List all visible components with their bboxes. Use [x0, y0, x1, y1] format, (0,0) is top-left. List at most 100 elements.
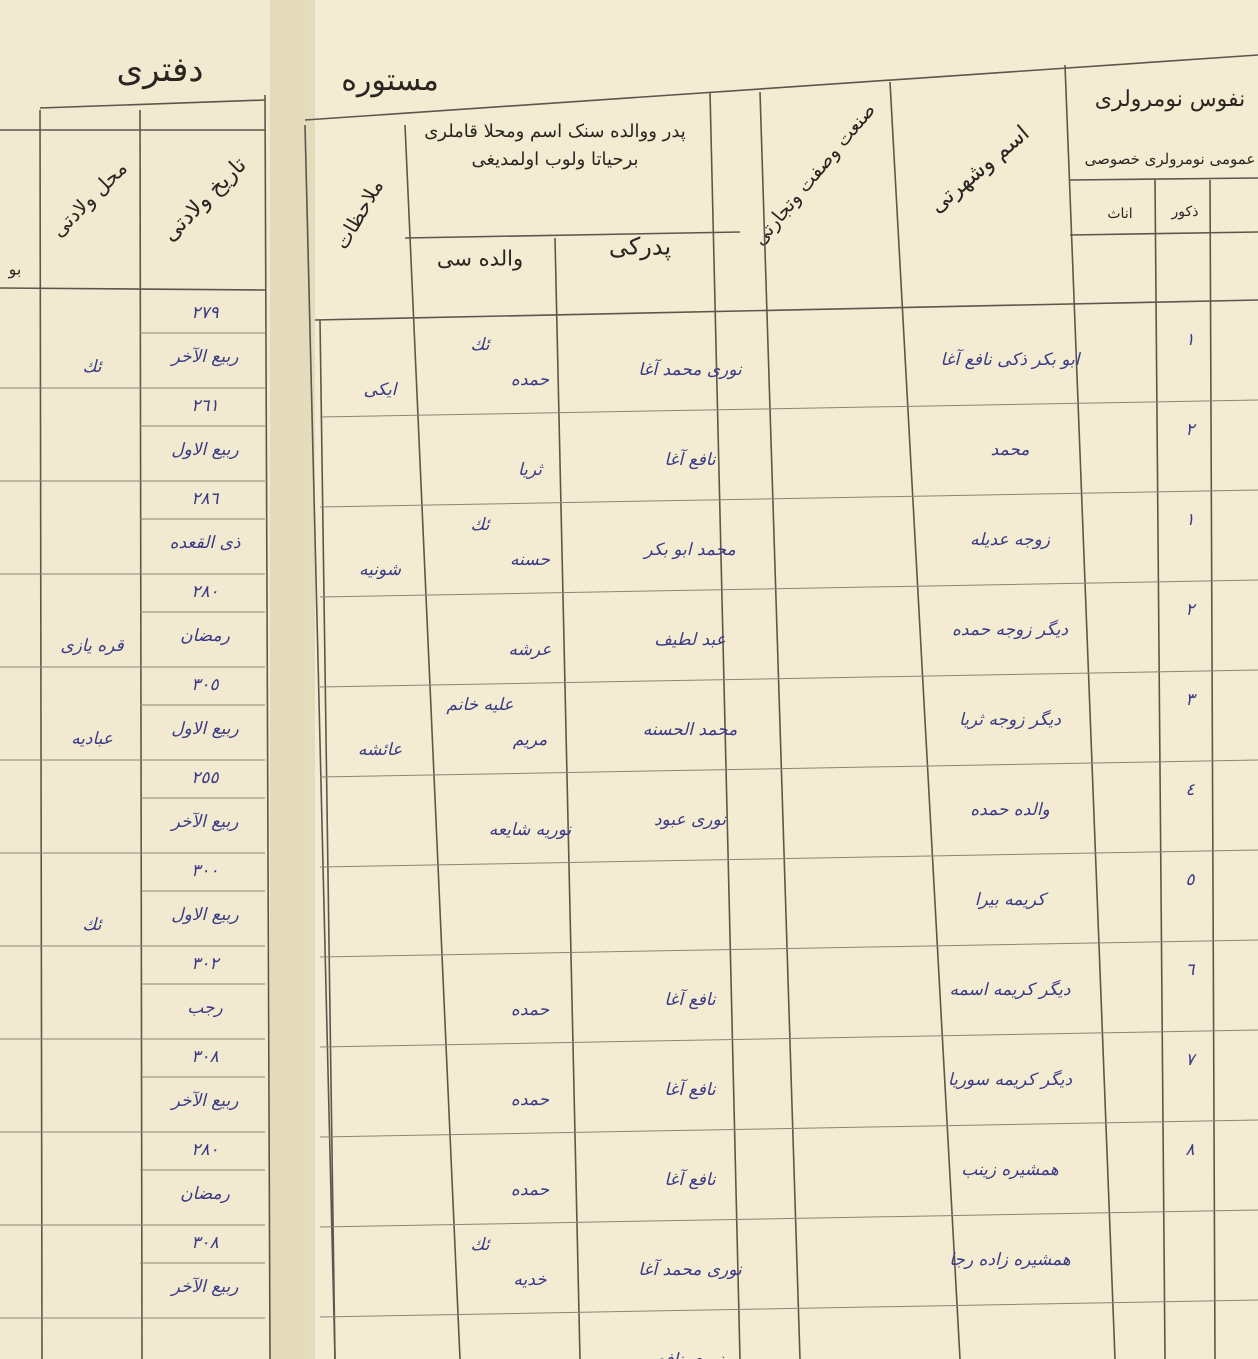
mother-name: عرشه — [509, 640, 552, 660]
left-title: دفتری — [116, 50, 203, 90]
birth-month: ربیع الاول — [171, 719, 239, 739]
person-name: کریمه بیرا — [975, 890, 1049, 910]
father-name: نافع آغا — [664, 1169, 717, 1190]
header-female: اناث — [1107, 206, 1132, 222]
father-name: محمد الحسنه — [643, 720, 738, 740]
column-rule — [319, 319, 336, 1359]
mother-name: حمده — [511, 370, 550, 390]
person-name: محمد — [991, 440, 1030, 460]
life-status: علیه خانم — [446, 695, 513, 715]
row-rule — [319, 1209, 1258, 1228]
birth-place: قره یازی — [60, 636, 124, 656]
row-note: عائشه — [358, 740, 402, 760]
birth-place: عباديه — [71, 729, 113, 749]
birth-month: ربیع الاول — [171, 440, 239, 460]
header-father: پدرکی — [609, 233, 671, 261]
rule — [0, 287, 266, 291]
person-name: دیگر کریمه سوریا — [948, 1069, 1073, 1090]
row-rule — [319, 759, 1258, 778]
birth-year: ٢٦١ — [191, 396, 218, 416]
birth-year: ٢٧٩ — [191, 303, 219, 323]
row-rule — [319, 669, 1258, 688]
row-number: ٧ — [1185, 1050, 1197, 1070]
birth-year: ٣٠٠ — [191, 861, 218, 881]
person-name: والده حمده — [970, 800, 1050, 820]
header-sub: عمومی نومرولری خصوصی — [1085, 150, 1256, 168]
row-number: ٢ — [1185, 420, 1197, 440]
column-rule — [1064, 64, 1116, 1359]
rule — [39, 99, 266, 109]
row-rule — [319, 579, 1258, 598]
birth-year: ٢٨٠ — [191, 1140, 218, 1160]
row-note: ایکی — [363, 380, 398, 400]
birth-place: ئك — [82, 915, 103, 935]
birth-year: ٣٠٥ — [191, 675, 219, 695]
left-page — [0, 0, 300, 1359]
row-rule — [319, 489, 1258, 508]
person-name: دیگر کریمه اسمه — [950, 979, 1071, 1000]
person-name: همشیره زینب — [961, 1160, 1059, 1180]
rule — [1069, 177, 1258, 181]
mother-name: نوریه شایعه — [489, 820, 573, 840]
header-numbers: نفوس نومرولری — [1095, 87, 1246, 112]
birth-month: رجب — [187, 998, 223, 1018]
mother-name: مریم — [513, 730, 548, 750]
life-status: ئك — [470, 335, 491, 355]
row-note: شونیه — [359, 560, 402, 580]
mother-name: ثریا — [518, 460, 544, 480]
birth-month: رمضان — [180, 1184, 231, 1204]
row-number: ١ — [1185, 330, 1194, 350]
mother-name: حمده — [511, 1180, 550, 1200]
book-fold — [270, 0, 315, 1359]
row-rule — [319, 1299, 1258, 1318]
column-rule — [404, 124, 461, 1359]
column-rule — [709, 91, 741, 1359]
person-name: دیگر زوجه حمده — [952, 619, 1069, 640]
rule — [1069, 231, 1258, 236]
life-status: ئك — [470, 515, 491, 535]
row-number: ٢ — [1185, 600, 1197, 620]
column-rule — [1154, 179, 1166, 1359]
rule — [404, 231, 741, 239]
column-rule — [889, 81, 961, 1359]
life-status: ئك — [470, 1235, 491, 1255]
row-number: ٨ — [1185, 1140, 1194, 1160]
header-parents-box: پدر ووالده سنک اسم ومحلا قاملری برحیاتا … — [424, 121, 686, 170]
father-name: نوری نافع — [656, 1350, 725, 1359]
birth-month: ربیع الاول — [171, 905, 239, 925]
row-rule — [319, 939, 1258, 958]
column-rule — [39, 109, 43, 1359]
header-edge: بو — [8, 260, 22, 279]
person-name: همشیره زاده رجا — [949, 1250, 1071, 1270]
row-rule — [319, 399, 1258, 418]
row-number: ٦ — [1185, 960, 1195, 980]
birth-month: ربیع الآخر — [170, 812, 240, 832]
father-name: نافع آغا — [664, 449, 717, 470]
father-name: نوری محمد آغا — [638, 1259, 743, 1280]
mother-name: حسنه — [510, 550, 550, 570]
father-name: نوری عبود — [654, 810, 727, 830]
rule — [304, 54, 1258, 121]
birth-month: رمضان — [180, 626, 231, 646]
column-rule — [1209, 179, 1216, 1359]
birth-year: ٢٨٦ — [191, 489, 219, 509]
birth-year: ٢٥٥ — [191, 768, 219, 788]
birth-year: ٣٠٨ — [191, 1047, 218, 1067]
header-male: ذکور — [1171, 204, 1199, 220]
row-rule — [319, 849, 1258, 868]
header-parents: پدر ووالده سنک اسم ومحلا قاملری برحیاتا … — [424, 121, 686, 170]
row-rule — [319, 1029, 1258, 1048]
birth-month: ربیع الآخر — [170, 1277, 240, 1297]
row-number: ٣ — [1185, 690, 1197, 710]
birth-month: ربیع الآخر — [170, 347, 240, 367]
father-name: محمد ابو بکر — [642, 540, 735, 560]
birth-month: ذی القعده — [170, 533, 241, 553]
column-rule — [139, 109, 143, 1359]
mother-name: خدیه — [513, 1270, 547, 1290]
mother-name: حمده — [511, 1000, 550, 1020]
birth-year: ٣٠٨ — [191, 1233, 218, 1253]
father-name: عبد لطیف — [654, 630, 725, 650]
row-number: ٤ — [1185, 780, 1195, 800]
